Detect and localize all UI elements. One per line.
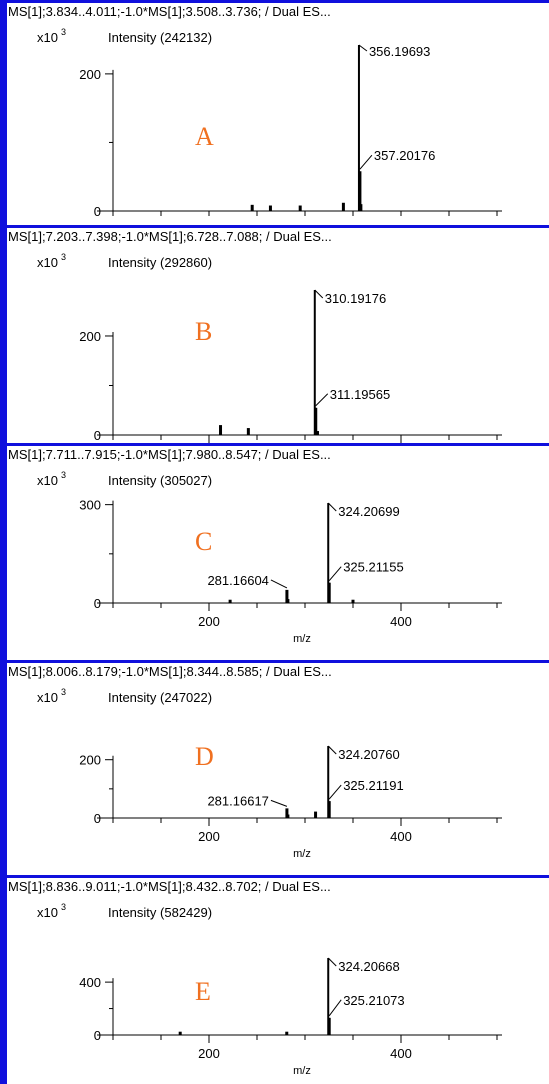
- peak-label: 324.20668: [338, 959, 399, 974]
- y-tick-label: 200: [79, 67, 101, 82]
- spectrum-panel-e: MS[1];8.836..9.011;-1.0*MS[1];8.432..8.7…: [0, 875, 549, 1077]
- intensity-label: Intensity (305027): [108, 473, 212, 488]
- panel-title: MS[1];7.203..7.398;-1.0*MS[1];6.728..7.0…: [8, 229, 332, 244]
- panel-letter: A: [195, 122, 214, 151]
- left-border-bar: [0, 0, 7, 1084]
- y-tick-label: 200: [79, 753, 101, 768]
- peak-label: 356.19693: [369, 44, 430, 59]
- panel-title: MS[1];7.711..7.915;-1.0*MS[1];7.980..8.5…: [8, 447, 331, 462]
- peak-leader: [328, 566, 342, 581]
- scale-exponent: 3: [61, 902, 66, 912]
- peak-label: 325.21073: [343, 993, 404, 1008]
- x-tick-label: 400: [390, 1046, 412, 1061]
- y-tick-label: 400: [79, 975, 101, 990]
- scale-exponent: 3: [61, 687, 66, 697]
- peak-label: 281.16617: [207, 793, 268, 808]
- scale-prefix: x10: [37, 690, 58, 705]
- peak-leader: [314, 289, 324, 299]
- panel-letter: B: [195, 317, 212, 346]
- panel-top-border: [0, 660, 549, 663]
- peak-label: 325.21155: [343, 560, 404, 575]
- peak-label: 325.21191: [343, 778, 404, 793]
- spectrum-panel-b: MS[1];7.203..7.398;-1.0*MS[1];6.728..7.0…: [0, 225, 549, 443]
- scale-prefix: x10: [37, 30, 58, 45]
- peak-leader: [315, 393, 329, 407]
- peak-leader: [358, 44, 368, 52]
- x-axis-label: m/z: [293, 1065, 311, 1077]
- scale-prefix: x10: [37, 255, 58, 270]
- y-tick-label: 300: [79, 498, 101, 513]
- panel-title: MS[1];3.834..4.011;-1.0*MS[1];3.508..3.7…: [8, 4, 331, 19]
- intensity-label: Intensity (247022): [108, 690, 212, 705]
- x-tick-label: 200: [198, 829, 220, 844]
- peak-leader: [270, 579, 288, 589]
- scale-prefix: x10: [37, 905, 58, 920]
- panel-letter: C: [195, 527, 212, 556]
- peak-leader: [327, 745, 337, 755]
- intensity-label: Intensity (292860): [108, 255, 212, 270]
- x-tick-label: 200: [198, 1046, 220, 1061]
- peak-label: 324.20699: [338, 504, 399, 519]
- peak-label: 310.19176: [325, 291, 386, 306]
- x-tick-label: 400: [390, 829, 412, 844]
- scale-prefix: x10: [37, 473, 58, 488]
- scale-exponent: 3: [61, 252, 66, 262]
- peak-leader: [359, 154, 373, 170]
- spectrum-panel-c: MS[1];7.711..7.915;-1.0*MS[1];7.980..8.5…: [0, 443, 549, 645]
- peak-label: 311.19565: [330, 387, 391, 402]
- peak-leader: [328, 999, 342, 1017]
- panel-title: MS[1];8.006..8.179;-1.0*MS[1];8.344..8.5…: [8, 664, 332, 679]
- x-tick-label: 200: [198, 614, 220, 629]
- peak-label: 281.16604: [207, 573, 268, 588]
- panel-letter: E: [195, 977, 211, 1006]
- panel-top-border: [0, 443, 549, 446]
- peak-leader: [327, 957, 337, 967]
- panel-title: MS[1];8.836..9.011;-1.0*MS[1];8.432..8.7…: [8, 879, 331, 894]
- x-axis-label: m/z: [293, 848, 311, 860]
- panel-top-border: [0, 0, 549, 3]
- x-tick-label: 400: [390, 614, 412, 629]
- intensity-label: Intensity (582429): [108, 905, 212, 920]
- y-tick-label: 200: [79, 329, 101, 344]
- spectrum-panel-a: MS[1];3.834..4.011;-1.0*MS[1];3.508..3.7…: [0, 0, 549, 219]
- peak-leader: [328, 784, 342, 800]
- peak-leader: [270, 799, 288, 807]
- scale-exponent: 3: [61, 27, 66, 37]
- panel-top-border: [0, 225, 549, 228]
- peak-label: 357.20176: [374, 148, 435, 163]
- spectrum-panel-d: MS[1];8.006..8.179;-1.0*MS[1];8.344..8.5…: [0, 660, 549, 860]
- panel-top-border: [0, 875, 549, 878]
- peak-label: 324.20760: [338, 747, 399, 762]
- panel-letter: D: [195, 742, 214, 771]
- x-axis-label: m/z: [293, 633, 311, 645]
- peak-leader: [327, 502, 337, 512]
- scale-exponent: 3: [61, 470, 66, 480]
- intensity-label: Intensity (242132): [108, 30, 212, 45]
